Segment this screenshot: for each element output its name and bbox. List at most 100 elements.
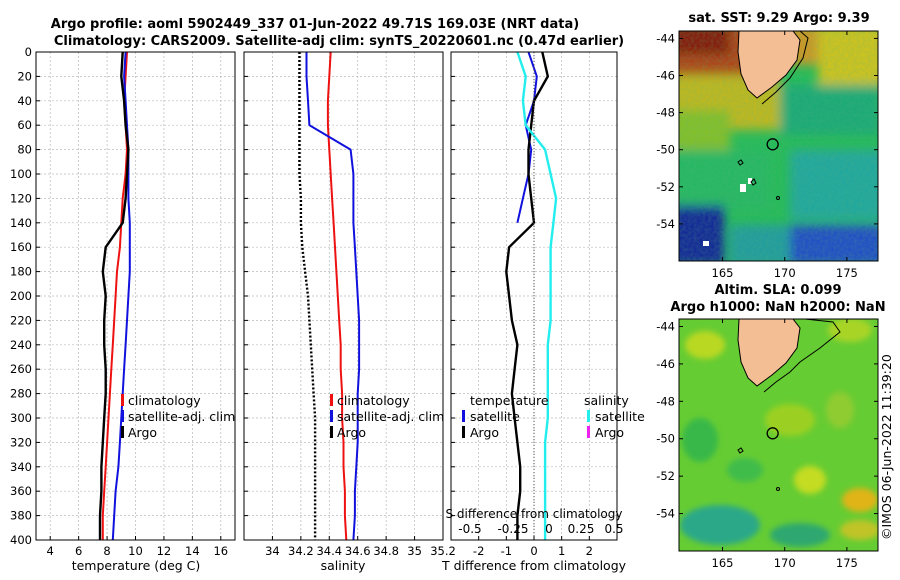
- x-tick-label: 10: [128, 544, 143, 558]
- x-tick-label: 0: [530, 544, 537, 558]
- sla-low: [727, 458, 763, 482]
- y-tick-label: 300: [10, 411, 32, 425]
- legend-swatch-satellite: [121, 410, 124, 422]
- sst-island: [737, 159, 744, 166]
- sla-high: [840, 520, 878, 540]
- y-tick-label: 260: [10, 362, 32, 376]
- sla-mid: [826, 392, 854, 428]
- y-tick-label: 200: [10, 289, 32, 303]
- s-diff-tick-label: 0.5: [604, 522, 623, 536]
- map-x-tick-label: 175: [836, 556, 858, 570]
- x-tick-label: 4: [47, 544, 54, 558]
- legend-label-t-argo: Argo: [470, 425, 499, 440]
- map-y-tick-label: -44: [656, 319, 675, 333]
- sla-island: [776, 487, 780, 491]
- y-tick-label: 220: [10, 313, 32, 327]
- s-diff-tick-label: 0: [545, 522, 553, 536]
- y-tick-label: 160: [10, 240, 32, 254]
- map-y-tick-label: -54: [656, 217, 675, 231]
- series-line-argo: [98, 52, 130, 540]
- map-y-tick-label: -52: [656, 469, 675, 483]
- x-tick-label: 6: [75, 544, 82, 558]
- s-difference-ticks: -0.5 -0.25 0 0.25 0.5: [458, 522, 623, 536]
- s-diff-tick-label: -0.25: [497, 522, 528, 536]
- x-tick-label: 34: [265, 544, 280, 558]
- sst-missing-data: [703, 241, 709, 246]
- y-tick-label: 100: [10, 167, 32, 181]
- series-group: [98, 52, 131, 540]
- x-tick-label: 14: [185, 544, 200, 558]
- series-line-s-satellite: [516, 52, 558, 540]
- map-x-tick-label: 170: [774, 266, 796, 280]
- map-x-tick-label: 170: [774, 556, 796, 570]
- sla-peak: [842, 488, 878, 512]
- y-tick-label: 320: [10, 435, 32, 449]
- sst-coast-contour: [761, 31, 809, 105]
- legend-swatch-argo: [330, 426, 333, 438]
- legend-label-argo: Argo: [337, 425, 366, 440]
- map-y-tick-label: -54: [656, 507, 675, 521]
- map-x-tick-label: 165: [712, 556, 734, 570]
- map-y-tick-label: -48: [656, 106, 675, 120]
- difference-xlabel: T difference from climatology: [441, 558, 627, 573]
- series-line-argo: [298, 52, 317, 540]
- x-tick-label: 16: [213, 544, 228, 558]
- y-tick-label: 0: [25, 45, 32, 59]
- y-tick-label: 80: [17, 143, 32, 157]
- legend-swatch-s-satellite: [587, 410, 590, 422]
- series-line-satellite-adj-clim: [305, 52, 361, 540]
- x-tick-label: 1: [558, 544, 565, 558]
- temperature-xlabel: temperature (deg C): [72, 558, 201, 573]
- legend-label-s-satellite: satellite: [595, 409, 645, 424]
- legend-swatch-s-argo: [587, 426, 590, 438]
- legend-label-climatology: climatology: [128, 393, 201, 408]
- y-tick-label: 40: [17, 94, 32, 108]
- legend-swatch-climatology: [121, 394, 124, 406]
- x-tick-label: -2: [473, 544, 484, 558]
- legend-swatch-t-satellite: [462, 410, 465, 422]
- x-tick-label: 35: [407, 544, 422, 558]
- legend-swatch-climatology: [330, 394, 333, 406]
- x-tick-label: 8: [103, 544, 110, 558]
- x-tick-label: 34.6: [345, 544, 371, 558]
- series-group: [505, 52, 558, 540]
- y-tick-label: 280: [10, 387, 32, 401]
- sla-high: [765, 404, 815, 436]
- y-tick-label: 140: [10, 216, 32, 230]
- sla-map-title-line1: Altim. SLA: 0.099: [715, 283, 842, 298]
- legend-header-salinity: salinity: [584, 393, 629, 408]
- salinity-panel: 34 34.2 34.4 34.6 34.8 35 35.2: [243, 51, 456, 558]
- sla-coast-contour: [763, 319, 841, 393]
- map-y-tick-label: -46: [656, 69, 675, 83]
- figure-title-line1: Argo profile: aoml 5902449_337 01-Jun-20…: [51, 17, 579, 32]
- x-tick-label: -1: [501, 544, 512, 558]
- map-y-tick-label: -50: [656, 143, 675, 157]
- sla-high: [828, 319, 872, 342]
- y-tick-label: 360: [10, 484, 32, 498]
- legend-header-temperature: temperature: [470, 393, 549, 408]
- legend-label-satellite: satellite-adj. clim: [128, 409, 235, 424]
- temperature-panel: 4 6 8 10 12 14 1602040608010012014016018020022…: [10, 45, 236, 558]
- x-tick-label: 12: [157, 544, 172, 558]
- map-frame: [678, 318, 879, 552]
- sla-map-axes: 165 170 175 -44 -46 -48 -50 -52 -54: [656, 318, 879, 570]
- argo-position-marker: [766, 427, 779, 440]
- map-y-tick-label: -46: [656, 357, 675, 371]
- legend-label-t-satellite: satellite: [470, 409, 520, 424]
- imos-watermark: ©IMOS 06-Jun-2022 11:39:20: [879, 354, 894, 540]
- sla-map-image: [679, 319, 878, 551]
- sst-map-axes: 165 170 175 -44 -46 -48 -50 -52 -54: [656, 30, 879, 280]
- legend-swatch-t-argo: [462, 426, 465, 438]
- s-diff-tick-label: -0.5: [458, 522, 481, 536]
- sst-island: [776, 196, 780, 200]
- y-tick-label: 340: [10, 460, 32, 474]
- sla-map-title-line2: Argo h1000: NaN h2000: NaN: [670, 300, 885, 315]
- sst-island: [750, 178, 757, 186]
- x-tick-label: 34.4: [316, 544, 342, 558]
- salinity-legend: climatology satellite-adj. clim Argo: [330, 393, 444, 440]
- x-tick-label: 34.2: [288, 544, 314, 558]
- series-line-t-satellite: [516, 52, 538, 224]
- sla-land-new-zealand: [737, 319, 801, 387]
- sla-high: [794, 466, 826, 494]
